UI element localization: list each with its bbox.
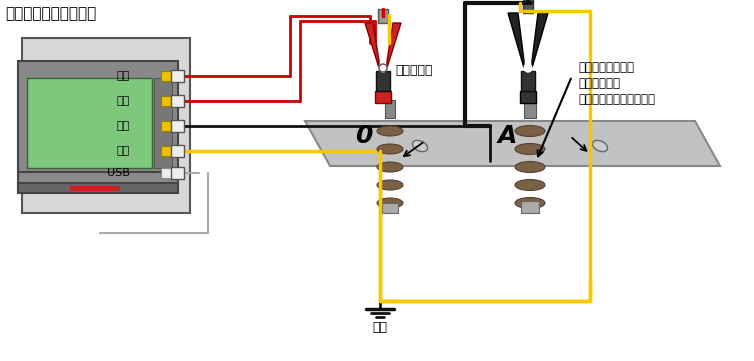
Bar bbox=[375, 91, 391, 103]
Ellipse shape bbox=[515, 179, 545, 191]
Ellipse shape bbox=[515, 126, 545, 136]
Bar bbox=[521, 71, 535, 91]
Text: 变压器绕组变形测试仪: 变压器绕组变形测试仪 bbox=[5, 6, 97, 21]
Ellipse shape bbox=[593, 140, 608, 152]
Ellipse shape bbox=[377, 126, 403, 136]
Bar bbox=[154, 78, 172, 168]
Bar bbox=[171, 95, 184, 107]
Bar bbox=[171, 145, 184, 157]
Text: 信号: 信号 bbox=[117, 71, 130, 81]
Bar bbox=[161, 96, 171, 106]
Bar bbox=[161, 71, 171, 81]
Polygon shape bbox=[365, 23, 379, 68]
Bar bbox=[376, 71, 390, 91]
Text: 0: 0 bbox=[355, 124, 372, 148]
Bar bbox=[378, 9, 388, 23]
Text: USB: USB bbox=[107, 168, 130, 178]
Bar bbox=[161, 121, 171, 131]
Ellipse shape bbox=[412, 140, 428, 152]
Bar bbox=[18, 172, 178, 186]
Bar bbox=[27, 78, 152, 168]
Bar bbox=[521, 201, 539, 213]
Text: 被试变压器: 被试变压器 bbox=[395, 65, 433, 78]
Polygon shape bbox=[305, 121, 720, 166]
Bar bbox=[524, 100, 536, 118]
Text: 接地: 接地 bbox=[117, 146, 130, 156]
Circle shape bbox=[524, 64, 532, 72]
Ellipse shape bbox=[515, 197, 545, 209]
Bar bbox=[385, 100, 395, 118]
Ellipse shape bbox=[377, 180, 403, 190]
Bar bbox=[382, 203, 398, 213]
Bar bbox=[70, 186, 120, 191]
Ellipse shape bbox=[377, 198, 403, 208]
Bar bbox=[18, 183, 178, 193]
Text: 测试钳尾端接地点: 测试钳尾端接地点 bbox=[578, 61, 634, 74]
Bar bbox=[161, 146, 171, 156]
Ellipse shape bbox=[377, 162, 403, 172]
Text: 输出: 输出 bbox=[117, 121, 130, 131]
Text: 输入: 输入 bbox=[117, 96, 130, 106]
Ellipse shape bbox=[377, 144, 403, 154]
Bar bbox=[171, 70, 184, 82]
Bar bbox=[18, 61, 178, 176]
Ellipse shape bbox=[515, 144, 545, 155]
Text: 接地: 接地 bbox=[372, 321, 388, 334]
Bar bbox=[523, 0, 533, 13]
Circle shape bbox=[379, 64, 387, 72]
Ellipse shape bbox=[515, 161, 545, 173]
Bar bbox=[520, 91, 536, 103]
Text: A: A bbox=[498, 124, 517, 148]
Bar bbox=[171, 120, 184, 132]
Polygon shape bbox=[387, 23, 401, 68]
Polygon shape bbox=[532, 13, 548, 68]
Polygon shape bbox=[508, 13, 524, 68]
Bar bbox=[171, 167, 184, 179]
Text: 要求就近接地: 要求就近接地 bbox=[578, 77, 620, 90]
Bar bbox=[161, 168, 171, 178]
Bar bbox=[22, 38, 190, 213]
Text: （接套管下的压紧螺钉）: （接套管下的压紧螺钉） bbox=[578, 93, 655, 106]
